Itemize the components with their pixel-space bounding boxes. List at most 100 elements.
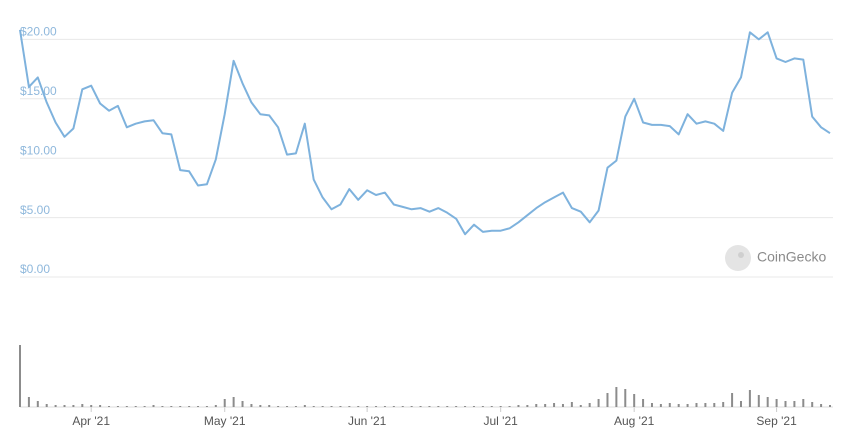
volume-bar [811, 402, 814, 407]
volume-bar [731, 393, 734, 407]
volume-bar [464, 406, 467, 407]
volume-bar [401, 406, 404, 407]
price-line [19, 29, 831, 236]
volume-bar [570, 402, 573, 407]
volume-bar [793, 401, 796, 407]
volume-bar [419, 406, 422, 407]
y-tick-label: $5.00 [20, 203, 50, 217]
volume-bar [508, 406, 511, 407]
volume-bar [152, 405, 155, 407]
x-tick-label: Aug '21 [614, 414, 655, 428]
y-tick-label: $15.00 [20, 84, 57, 98]
volume-bar [446, 406, 449, 407]
volume-bar [312, 406, 315, 407]
volume-bar [633, 394, 636, 407]
volume-bar [820, 404, 823, 407]
volume-bar [99, 405, 102, 407]
volume-bar [72, 405, 75, 407]
logo-icon [725, 245, 751, 271]
volume-bar [606, 393, 609, 407]
volume-bar [268, 405, 271, 407]
x-tick-label: Jun '21 [348, 414, 387, 428]
volume-bar [143, 406, 146, 407]
volume-bar [517, 405, 520, 407]
volume-bar [27, 397, 30, 407]
volume-bar [321, 406, 324, 407]
volume-bar [375, 406, 378, 407]
volume-bar [579, 405, 582, 407]
volume-bar [713, 403, 716, 407]
volume-bar [63, 405, 66, 407]
volume-bar [286, 406, 289, 407]
volume-bar [36, 401, 39, 407]
volume-bar [704, 403, 707, 407]
volume-bar [330, 406, 333, 407]
volume-bar [642, 399, 645, 407]
volume-bar [179, 406, 182, 407]
volume-bar [339, 406, 342, 407]
logo-eye [738, 252, 744, 258]
volume-bar [232, 397, 235, 407]
volume-bar [739, 401, 742, 407]
volume-bar [686, 404, 689, 407]
volume-bar [775, 399, 778, 407]
volume-bar [357, 406, 360, 407]
volume-bar [259, 405, 262, 407]
volume-bar [553, 403, 556, 407]
volume-bar [659, 404, 662, 407]
volume-bar [481, 406, 484, 407]
y-tick-label: $20.00 [20, 25, 57, 39]
x-tick-label: Apr '21 [72, 414, 110, 428]
volume-bar [624, 389, 627, 407]
volume-bar [383, 406, 386, 407]
volume-bar [615, 387, 618, 407]
watermark: CoinGecko [757, 249, 826, 265]
volume-bar [526, 405, 529, 407]
volume-bar [829, 405, 831, 407]
volume-bar [392, 406, 395, 407]
volume-bar [490, 406, 493, 407]
volume-bar [197, 406, 200, 407]
volume-bar [116, 406, 119, 407]
volume-bar [366, 406, 369, 407]
volume-bar [650, 403, 653, 407]
volume-bar [410, 406, 413, 407]
volume-bar [81, 404, 84, 407]
volume-bar [784, 401, 787, 407]
volume-bar [677, 404, 680, 407]
volume-bar [188, 406, 191, 407]
volume-bar [54, 405, 57, 407]
y-tick-label: $10.00 [20, 143, 57, 157]
volume-bar [294, 406, 297, 407]
volume-bar [170, 406, 173, 407]
volume-bar [766, 397, 769, 407]
volume-bar [223, 399, 226, 407]
x-tick-label: Sep '21 [756, 414, 797, 428]
volume-bar [437, 406, 440, 407]
volume-bar [588, 403, 591, 407]
volume-bar [205, 406, 208, 407]
volume-bar [241, 401, 244, 407]
volume-bar [134, 406, 137, 407]
volume-bar [535, 404, 538, 407]
volume-bar [125, 406, 128, 407]
x-tick-label: May '21 [204, 414, 246, 428]
volume-bar [19, 345, 21, 407]
volume-bar [428, 406, 431, 407]
y-tick-label: $0.00 [20, 262, 50, 276]
volume-bar [561, 404, 564, 407]
volume-bar [544, 404, 547, 407]
x-tick-label: Jul '21 [484, 414, 519, 428]
volume-bar [214, 405, 217, 407]
volume-bar [472, 406, 475, 407]
volume-bar [455, 406, 458, 407]
volume-bar [161, 406, 164, 407]
volume-bar [597, 399, 600, 407]
volume-bar [802, 399, 805, 407]
volume-bar [303, 405, 306, 407]
volume-bar [748, 390, 751, 407]
volume-bar [250, 404, 253, 407]
volume-bar [722, 402, 725, 407]
volume-bar [277, 406, 280, 407]
